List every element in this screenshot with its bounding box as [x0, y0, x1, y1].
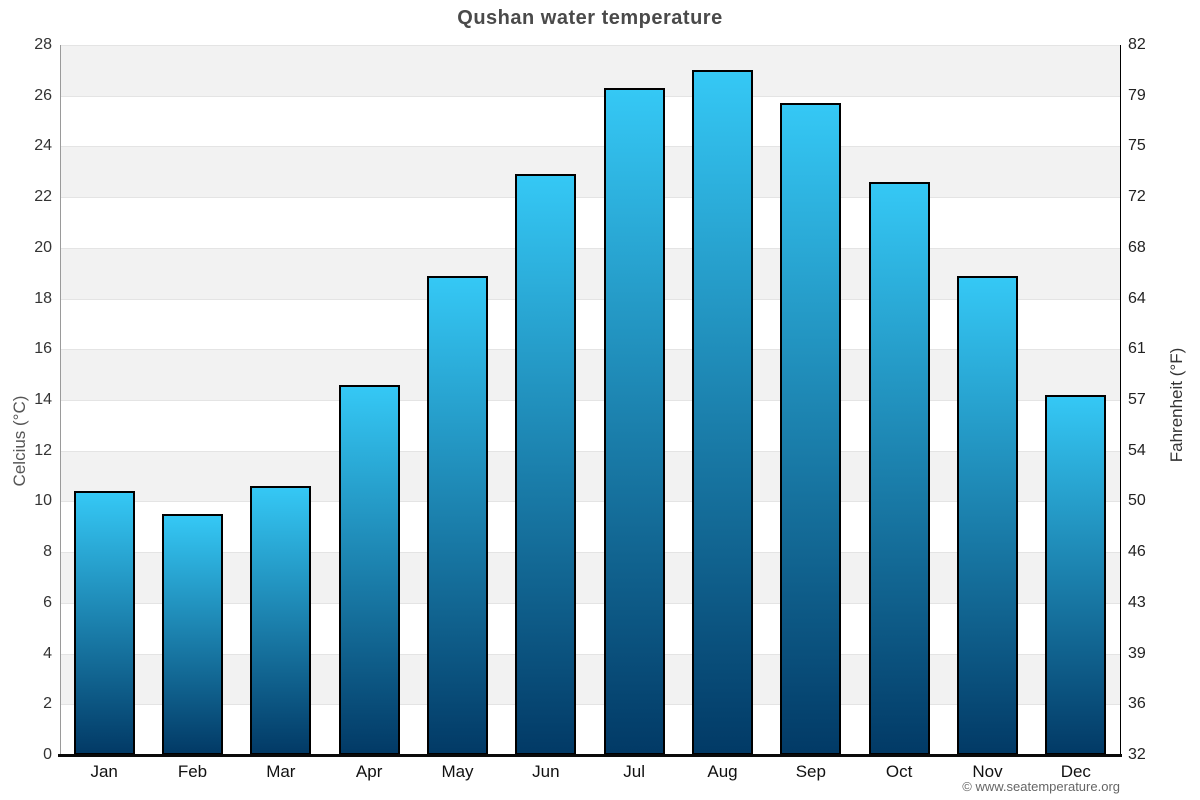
bar-Jan[interactable] — [73, 491, 135, 755]
celsius-tick-label: 12 — [34, 441, 52, 459]
bar-Aug[interactable] — [692, 70, 753, 755]
gridline — [60, 45, 1120, 46]
fahrenheit-tick-label: 32 — [1128, 746, 1146, 763]
gridline — [60, 299, 1120, 300]
plot-band — [60, 552, 1120, 603]
fahrenheit-tick-label: 75 — [1128, 137, 1146, 155]
bar-Nov[interactable] — [957, 275, 1018, 755]
gridline — [60, 654, 1120, 655]
plot-band — [60, 247, 1120, 299]
month-label-may: May — [441, 762, 474, 781]
celsius-tick-label: 22 — [34, 188, 52, 206]
fahrenheit-tick-label: 61 — [1128, 340, 1146, 358]
gridline — [60, 96, 1120, 97]
fahrenheit-tick-label: 43 — [1128, 593, 1146, 611]
month-label-sep: Sep — [795, 762, 826, 781]
celsius-tick-label: 10 — [34, 492, 52, 510]
plot-band — [60, 197, 1120, 248]
plot-band — [60, 400, 1120, 451]
month-label-dec: Dec — [1060, 762, 1091, 781]
fahrenheit-tick-label: 79 — [1128, 86, 1146, 104]
fahrenheit-tick-label: 50 — [1128, 492, 1146, 510]
plot-band — [60, 298, 1120, 350]
plot-band — [60, 349, 1120, 400]
celsius-tick-label: 0 — [43, 746, 52, 763]
celsius-tick-label: 18 — [34, 289, 52, 307]
gridline — [60, 451, 1120, 452]
fahrenheit-tick-label: 54 — [1128, 441, 1146, 459]
gridline — [60, 603, 1120, 604]
right-axis-line — [1120, 45, 1121, 756]
month-label-oct: Oct — [885, 762, 913, 781]
plot-band — [60, 602, 1120, 654]
gridline — [60, 552, 1120, 553]
plot-band — [60, 45, 1120, 96]
celsius-tick-label: 24 — [34, 137, 52, 155]
bar-Jun[interactable] — [515, 174, 577, 755]
bar-Sep[interactable] — [780, 103, 842, 755]
bar-Apr[interactable] — [338, 384, 400, 755]
month-label-nov: Nov — [972, 762, 1003, 781]
celsius-tick-label: 8 — [43, 543, 52, 561]
celsius-tick-label: 14 — [34, 391, 52, 408]
celsius-tick-label: 16 — [34, 340, 52, 358]
bar-Dec[interactable] — [1045, 394, 1107, 755]
plot-band — [60, 653, 1120, 705]
chart-title: Qushan water temperature — [457, 7, 723, 29]
fahrenheit-tick-label: 68 — [1128, 238, 1146, 256]
celsius-tick-label: 28 — [34, 36, 52, 53]
month-label-jan: Jan — [90, 762, 118, 781]
fahrenheit-tick-label: 57 — [1128, 391, 1146, 408]
month-label-jul: Jul — [623, 762, 646, 781]
gridline — [60, 146, 1120, 147]
left-axis-title: Celcius (°C) — [10, 395, 29, 487]
right-axis-title: Fahrenheit (°F) — [1167, 347, 1186, 463]
celsius-tick-label: 4 — [43, 644, 52, 662]
celsius-tick-label: 2 — [43, 695, 52, 713]
gridline — [60, 349, 1120, 350]
fahrenheit-tick-label: 36 — [1128, 695, 1146, 713]
celsius-tick-label: 6 — [43, 593, 52, 611]
plot-band — [60, 501, 1120, 553]
gridline — [60, 704, 1120, 705]
gridline — [60, 501, 1120, 502]
fahrenheit-tick-label: 39 — [1128, 644, 1146, 662]
x-axis-line — [58, 754, 1122, 757]
gridline — [60, 248, 1120, 249]
month-label-aug: Aug — [707, 762, 738, 781]
bar-May[interactable] — [427, 275, 488, 755]
left-axis-line — [60, 45, 61, 755]
gridline — [60, 400, 1120, 401]
bar-Feb[interactable] — [162, 514, 223, 755]
bar-Mar[interactable] — [250, 486, 312, 755]
plot-band — [60, 95, 1120, 147]
plot-area — [60, 45, 1120, 755]
fahrenheit-tick-label: 72 — [1128, 188, 1146, 206]
celsius-tick-label: 26 — [34, 86, 52, 104]
gridline — [60, 197, 1120, 198]
month-label-jun: Jun — [532, 762, 560, 781]
plot-band — [60, 704, 1120, 755]
bar-Jul[interactable] — [603, 88, 665, 755]
plot-band — [60, 450, 1120, 502]
plot-band — [60, 146, 1120, 198]
month-label-mar: Mar — [266, 762, 296, 781]
copyright-credit: © www.seatemperature.org — [962, 779, 1120, 794]
fahrenheit-tick-label: 64 — [1128, 289, 1146, 307]
month-label-feb: Feb — [177, 762, 208, 781]
fahrenheit-tick-label: 82 — [1128, 36, 1146, 53]
fahrenheit-tick-label: 46 — [1128, 543, 1146, 561]
celsius-tick-label: 20 — [34, 238, 52, 256]
month-label-apr: Apr — [355, 762, 383, 781]
bar-Oct[interactable] — [868, 181, 930, 755]
